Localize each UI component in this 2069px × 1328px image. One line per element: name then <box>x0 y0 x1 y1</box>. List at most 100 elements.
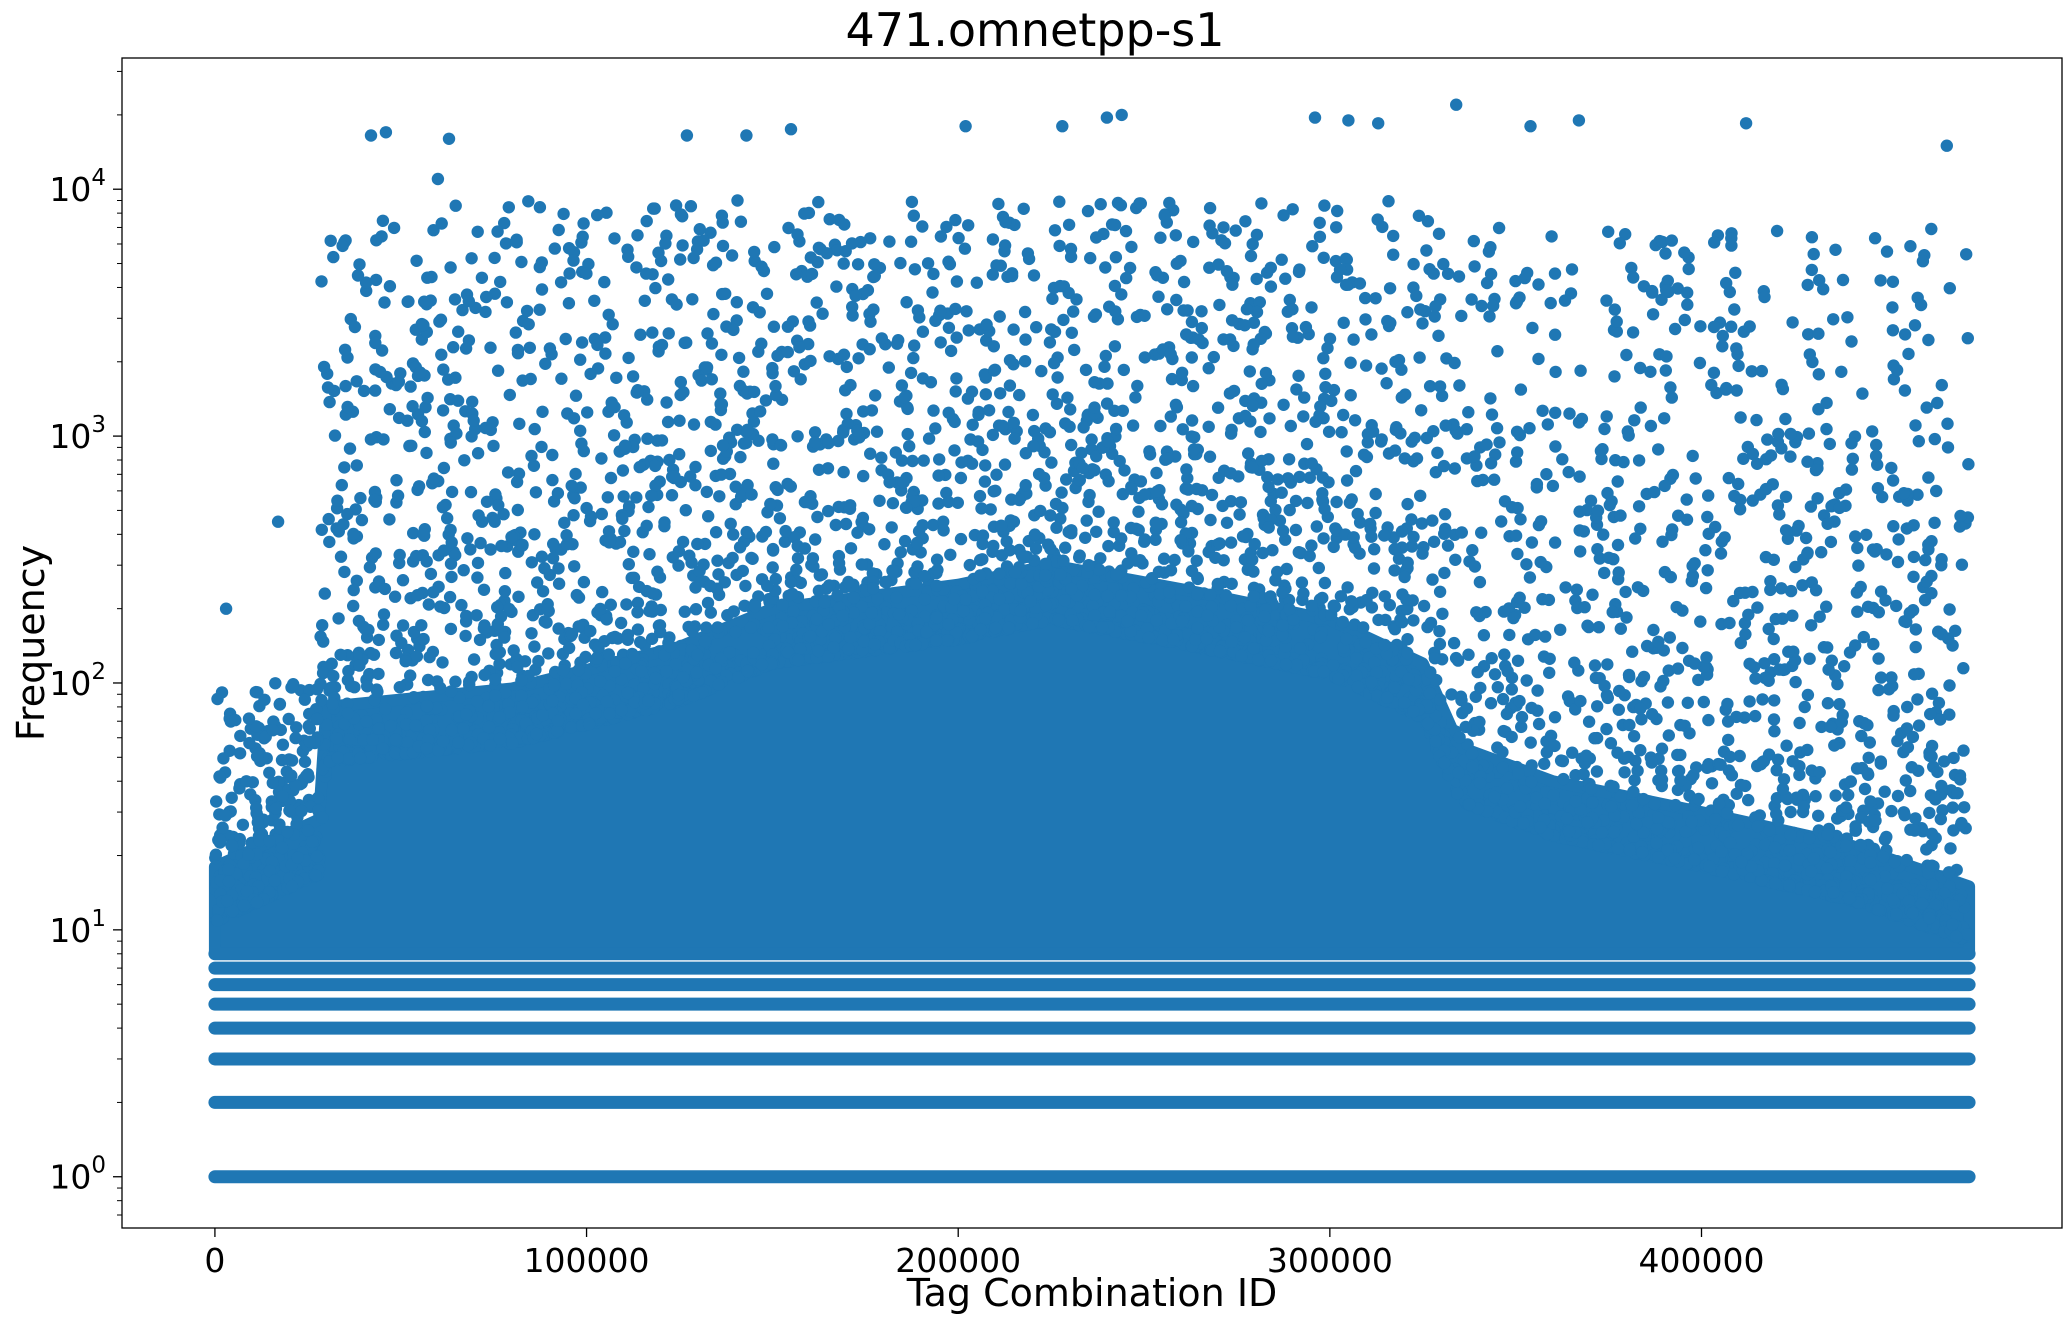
data-point <box>1872 482 1884 494</box>
data-point <box>1354 277 1366 289</box>
data-point <box>1656 773 1668 785</box>
data-point <box>941 634 953 646</box>
data-point <box>1892 790 1904 802</box>
data-point <box>1720 382 1732 394</box>
data-point <box>1065 439 1077 451</box>
data-point <box>1958 801 1970 813</box>
data-point <box>1201 633 1213 645</box>
data-point <box>452 736 464 748</box>
data-point <box>452 326 464 338</box>
data-point <box>1612 475 1624 487</box>
data-point <box>656 339 668 351</box>
data-point <box>1658 412 1670 424</box>
data-point <box>1244 365 1256 377</box>
data-point <box>427 586 439 598</box>
data-point <box>709 418 721 430</box>
data-point <box>730 481 742 493</box>
data-point <box>1709 813 1721 825</box>
data-point <box>900 296 912 308</box>
data-point <box>1944 282 1956 294</box>
data-point <box>1811 492 1823 504</box>
data-point <box>339 380 351 392</box>
data-point <box>1094 552 1106 564</box>
data-point <box>329 429 341 441</box>
data-point <box>504 389 516 401</box>
data-point <box>705 445 717 457</box>
data-point <box>1384 282 1396 294</box>
data-point <box>1517 817 1529 829</box>
data-point <box>491 225 503 237</box>
data-point <box>615 617 627 629</box>
data-point <box>1004 379 1016 391</box>
data-point <box>643 605 655 617</box>
data-point <box>1077 421 1089 433</box>
data-point <box>663 327 675 339</box>
data-point <box>1825 536 1837 548</box>
data-point <box>1541 746 1553 758</box>
data-point <box>1557 755 1569 767</box>
data-point <box>619 440 631 452</box>
data-point <box>1946 918 1958 930</box>
data-point <box>622 634 634 646</box>
data-point <box>871 426 883 438</box>
data-point <box>635 665 647 677</box>
data-point <box>1756 693 1768 705</box>
data-point <box>1101 590 1113 602</box>
data-point <box>640 267 652 279</box>
chart-title: 471.omnetpp-s1 <box>845 3 1224 57</box>
data-point <box>1516 711 1528 723</box>
data-point <box>1529 629 1541 641</box>
data-point <box>1942 441 1954 453</box>
data-point <box>437 363 449 375</box>
data-point <box>1607 606 1619 618</box>
data-point <box>1838 660 1850 672</box>
data-point <box>1769 841 1781 853</box>
data-point <box>1061 392 1073 404</box>
data-point <box>397 574 409 586</box>
data-point <box>1046 293 1058 305</box>
data-point <box>579 651 591 663</box>
data-point <box>1909 419 1921 431</box>
data-point <box>529 423 541 435</box>
data-point <box>351 459 363 471</box>
data-point <box>1369 292 1381 304</box>
data-point <box>1170 399 1182 411</box>
data-point <box>937 524 949 536</box>
data-point <box>1579 601 1591 613</box>
data-point <box>1065 527 1077 539</box>
data-point <box>1526 536 1538 548</box>
data-point <box>1180 463 1192 475</box>
data-point <box>674 253 686 265</box>
data-point <box>356 514 368 526</box>
data-point <box>1057 314 1069 326</box>
data-point <box>1954 510 1966 522</box>
data-point <box>1810 584 1822 596</box>
data-point <box>1768 633 1780 645</box>
data-point <box>1485 457 1497 469</box>
data-point <box>1362 436 1374 448</box>
data-point <box>1245 250 1257 262</box>
data-point <box>1947 752 1959 764</box>
data-point <box>717 439 729 451</box>
data-point <box>1628 730 1640 742</box>
data-point <box>568 412 580 424</box>
data-point <box>1702 489 1714 501</box>
data-point <box>1739 587 1751 599</box>
data-point <box>437 404 449 416</box>
data-point <box>389 591 401 603</box>
data-point <box>1885 462 1897 474</box>
data-point <box>1630 818 1642 830</box>
data-point <box>618 525 630 537</box>
data-point <box>1330 496 1342 508</box>
data-point <box>1305 539 1317 551</box>
data-point <box>666 489 678 501</box>
data-point <box>552 622 564 634</box>
data-point <box>1065 583 1077 595</box>
data-point <box>417 528 429 540</box>
data-point <box>1453 731 1465 743</box>
data-point <box>1583 716 1595 728</box>
data-point <box>974 490 986 502</box>
data-point <box>1158 553 1170 565</box>
data-point <box>1734 503 1746 515</box>
data-point <box>1059 594 1071 606</box>
